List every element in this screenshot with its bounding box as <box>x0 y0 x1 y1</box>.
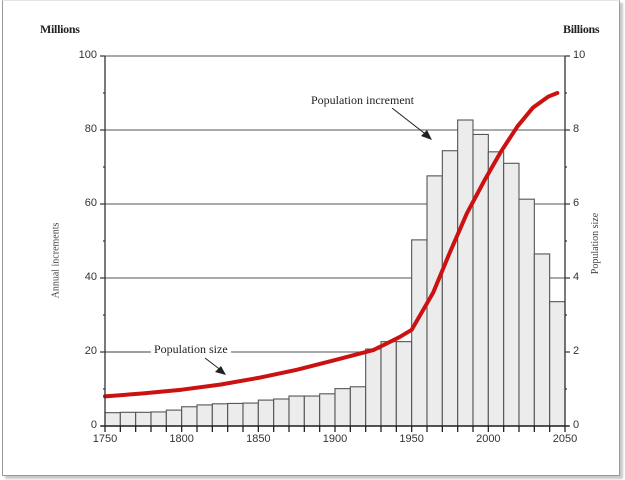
y-tick-label-left: 0 <box>90 419 97 431</box>
bar <box>303 395 321 427</box>
bar <box>349 386 367 427</box>
bar <box>288 395 305 427</box>
x-tick-label: 2050 <box>552 433 578 445</box>
y-tick-label-right: 2 <box>573 345 580 357</box>
x-tick-label: 2000 <box>476 433 501 445</box>
bar <box>150 411 167 427</box>
y-tick-label-right: 0 <box>573 419 580 431</box>
x-tick-label: 1950 <box>399 433 424 445</box>
y-tick-label-right: 4 <box>573 271 580 283</box>
bar <box>242 402 259 427</box>
bar <box>503 162 520 427</box>
y-tick-label-left: 40 <box>84 271 97 283</box>
bar <box>135 411 152 427</box>
bar <box>273 398 290 427</box>
bar <box>196 404 213 427</box>
bar <box>365 348 382 427</box>
population-size-line <box>103 91 560 399</box>
y-tick-label-right: 6 <box>573 197 580 209</box>
bar <box>441 150 459 427</box>
y-tick-label-left: 60 <box>84 197 97 209</box>
bar <box>395 341 413 427</box>
bar <box>211 403 229 427</box>
y-tick-label-right: 8 <box>573 123 580 135</box>
bar <box>533 253 551 427</box>
arrow-head-icon <box>215 366 226 375</box>
bar <box>457 119 474 427</box>
arrow-line <box>391 107 429 137</box>
bar <box>181 406 198 427</box>
bar <box>165 409 183 427</box>
annotation-population-size: Population size <box>151 342 231 357</box>
y-tick-label-right: 10 <box>573 49 586 61</box>
bar <box>334 388 351 427</box>
x-tick-label: 1800 <box>169 433 194 445</box>
x-tick-label: 1850 <box>246 433 271 445</box>
bar <box>104 412 121 427</box>
x-tick-label: 1750 <box>92 433 118 445</box>
y-tick-label-left: 100 <box>78 49 97 61</box>
bar <box>227 402 244 427</box>
bar <box>411 239 428 427</box>
arrow-head-icon <box>421 130 432 140</box>
right-unit-label: Billions <box>563 22 600 36</box>
x-tick-label: 1900 <box>322 433 348 445</box>
bar <box>319 393 336 427</box>
y-tick-label-left: 20 <box>84 345 97 357</box>
bar <box>487 151 505 427</box>
bar <box>119 411 137 427</box>
bar <box>257 399 275 427</box>
y-tick-label-left: 80 <box>84 123 97 135</box>
bar <box>518 198 535 427</box>
annotation-population-increment: Population increment <box>308 93 417 108</box>
bar <box>549 301 566 427</box>
left-unit-label: Millions <box>40 22 80 36</box>
bar <box>380 341 397 427</box>
